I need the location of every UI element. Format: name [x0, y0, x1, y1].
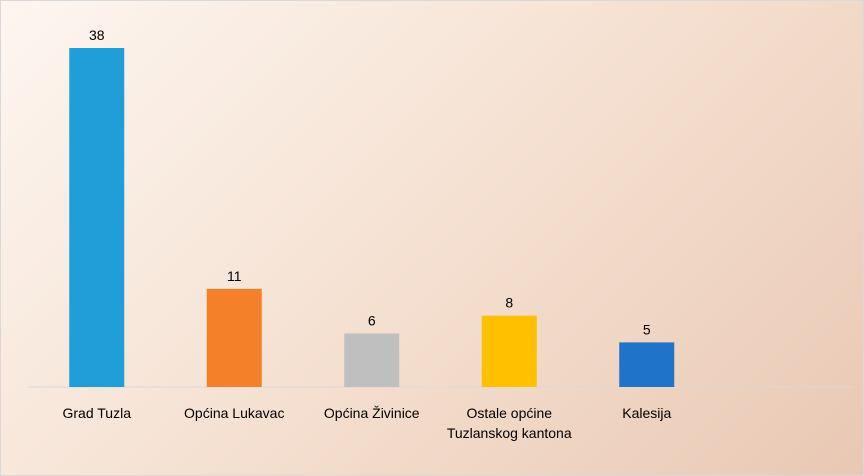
bar	[481, 315, 537, 387]
x-tick-label: Grad Tuzla	[62, 405, 131, 421]
data-label: 11	[227, 268, 242, 284]
x-tick-label: Ostale općine Tuzlanskog kantona	[446, 405, 572, 441]
bar	[206, 288, 262, 387]
x-tick-label: Kalesija	[622, 405, 672, 421]
data-label: 8	[505, 295, 513, 311]
bar	[69, 48, 125, 387]
data-label: 38	[89, 27, 105, 43]
data-label: 5	[643, 321, 651, 337]
bar	[619, 342, 675, 387]
x-tick-label: Općina Živinice	[323, 405, 420, 421]
data-label: 6	[368, 312, 376, 328]
bar	[344, 333, 400, 387]
x-tick-label: Općina Lukavac	[184, 405, 285, 421]
